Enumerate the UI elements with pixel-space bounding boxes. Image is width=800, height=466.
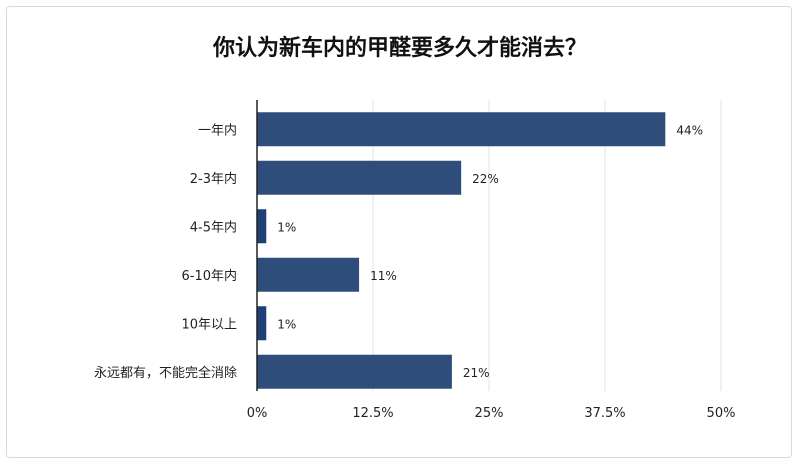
bar <box>257 160 462 195</box>
x-tick-label: 12.5% <box>352 406 393 421</box>
x-tick-label: 37.5% <box>584 406 625 421</box>
x-tick-label: 50% <box>707 406 736 421</box>
category-label: 2-3年内 <box>190 171 237 187</box>
category-label: 一年内 <box>198 122 237 138</box>
chart-title: 你认为新车内的甲醛要多久才能消去？ <box>212 36 587 61</box>
category-label: 6-10年内 <box>181 268 237 284</box>
bar <box>257 257 360 292</box>
x-tick-label: 0% <box>247 406 268 421</box>
value-label: 11% <box>370 269 397 283</box>
category-label: 4-5年内 <box>190 219 237 235</box>
category-label: 永远都有，不能完全消除 <box>94 365 237 381</box>
value-label: 21% <box>463 366 490 380</box>
value-label: 1% <box>277 317 296 331</box>
bar <box>257 112 666 147</box>
value-label: 1% <box>277 220 296 234</box>
x-tick-label: 25% <box>475 406 504 421</box>
bar <box>257 354 452 389</box>
bar <box>257 306 267 341</box>
value-label: 22% <box>472 172 499 186</box>
value-label: 44% <box>676 123 703 137</box>
bar <box>257 209 267 244</box>
category-label: 10年以上 <box>181 317 237 332</box>
